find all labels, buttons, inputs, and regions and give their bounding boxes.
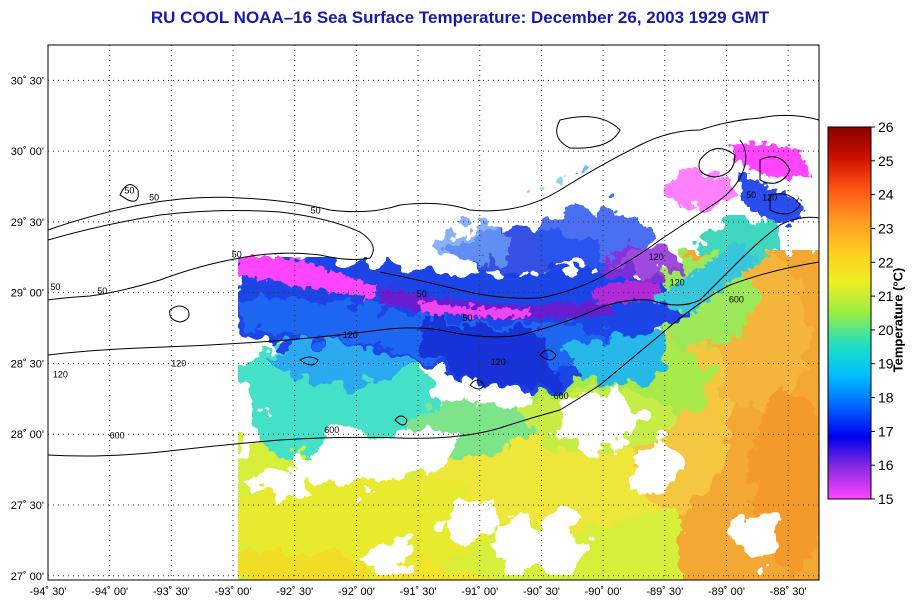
lon-tick-label: -90˚ 30': [523, 586, 560, 598]
lat-tick-label: 27˚ 30': [11, 500, 44, 512]
lon-tick-label: -92˚ 00': [338, 586, 375, 598]
isobath-depth-label: 600: [729, 295, 744, 305]
lon-tick-label: -89˚ 00': [708, 586, 745, 598]
colorbar-tick-label: 19: [878, 356, 894, 372]
lon-tick-label: -94˚ 30': [30, 586, 67, 598]
land-mask: [48, 45, 819, 232]
isobath-depth-label: 120: [171, 358, 186, 368]
lat-tick-label: 30˚ 00': [11, 146, 44, 158]
lon-tick-label: -88˚ 30': [770, 586, 807, 598]
longitude-axis: -94˚ 30' -94˚ 00' -93˚ 30' -93˚ 00' -92˚ 30'…: [30, 586, 807, 598]
isobath-depth-label: 600: [554, 391, 569, 401]
isobath-50m-east: [379, 139, 747, 299]
cloud-gaps: [225, 380, 782, 575]
colorbar-tick-label: 17: [878, 423, 894, 439]
isobath-depth-label: 600: [324, 425, 339, 435]
lon-tick-label: -93˚ 30': [153, 586, 190, 598]
colorbar-tick-label: 18: [878, 390, 894, 406]
colorbar-tick-label: 20: [878, 322, 894, 338]
western-gulf-no-data: [48, 230, 238, 580]
isobath-contours: [48, 114, 819, 457]
lon-tick-label: -92˚ 30': [276, 586, 313, 598]
sst-field: [48, 45, 819, 580]
colorbar: [827, 126, 872, 500]
isobath-depth-label: 50: [149, 193, 159, 203]
colorbar-label: Temperature (°C): [890, 267, 906, 373]
isobath-depth-label: 120: [649, 252, 664, 262]
latitude-axis: 30˚ 30' 30˚ 00' 29˚ 30' 29˚ 00' 28˚ 30' 28˚ 0…: [11, 75, 44, 582]
colorbar-tick-label: 25: [878, 153, 894, 169]
lon-tick-label: -90˚ 00': [585, 586, 622, 598]
sst-coastal-fringe: [236, 106, 812, 320]
isobath-depth-label: 50: [311, 205, 321, 215]
isobath-depth-label: 50: [124, 186, 134, 196]
isobath-depth-label: 50: [462, 313, 472, 323]
plot-frame: [47, 44, 820, 581]
isobath-depth-label: 120: [491, 357, 506, 367]
lat-tick-label: 28˚ 30': [11, 358, 44, 370]
lat-tick-label: 27˚ 00': [11, 571, 44, 583]
isobath-coastline: [48, 114, 819, 231]
colorbar-tick-label: 15: [878, 491, 894, 507]
colorbar-tick-label: 16: [878, 457, 894, 473]
lat-tick-label: 30˚ 30': [11, 75, 44, 87]
isobath-depth-label: 120: [762, 193, 777, 203]
isobath-depth-label: 120: [670, 278, 685, 288]
colorbar-ticks: 26 25 24 23 22 21 20 19 18 17 16 15: [871, 119, 894, 507]
isobath-600m: [48, 261, 819, 457]
colorbar-tick-label: 24: [878, 187, 894, 203]
isobath-50m: [48, 210, 374, 301]
lon-tick-label: -89˚ 30': [646, 586, 683, 598]
isobath-depth-label: 120: [53, 370, 68, 380]
colorbar-tick-label: 21: [878, 288, 894, 304]
isobath-120m: [48, 216, 819, 356]
lat-tick-label: 29˚ 30': [11, 217, 44, 229]
lon-tick-label: -94˚ 00': [91, 586, 128, 598]
isobath-depth-label: 120: [343, 330, 358, 340]
lat-tick-label: 28˚ 00': [11, 429, 44, 441]
isobath-depth-label: 50: [97, 286, 107, 296]
graticule: [47, 45, 819, 580]
isobath-depth-label: 50: [50, 282, 60, 292]
lon-tick-label: -91˚ 30': [400, 586, 437, 598]
lat-tick-label: 29˚ 00': [11, 288, 44, 300]
isobath-depth-label: 50: [417, 289, 427, 299]
colorbar-tick-label: 22: [878, 254, 894, 270]
isobath-small-loops: [119, 116, 801, 426]
colorbar-tick-label: 26: [878, 119, 894, 135]
lon-tick-label: -93˚ 00': [215, 586, 252, 598]
colorbar-tick-label: 23: [878, 220, 894, 236]
isobath-depth-label: 50: [746, 190, 756, 200]
isobath-labels: 50 50 50 50 50 50 50 50 50 120 120 120 120 120 120 120 6…: [50, 186, 777, 441]
lon-tick-label: -91˚ 00': [461, 586, 498, 598]
isobath-depth-label: 50: [232, 249, 242, 259]
isobath-depth-label: 600: [110, 430, 125, 440]
map-title: RU COOL NOAA–16 Sea Surface Temperature:…: [150, 8, 770, 27]
